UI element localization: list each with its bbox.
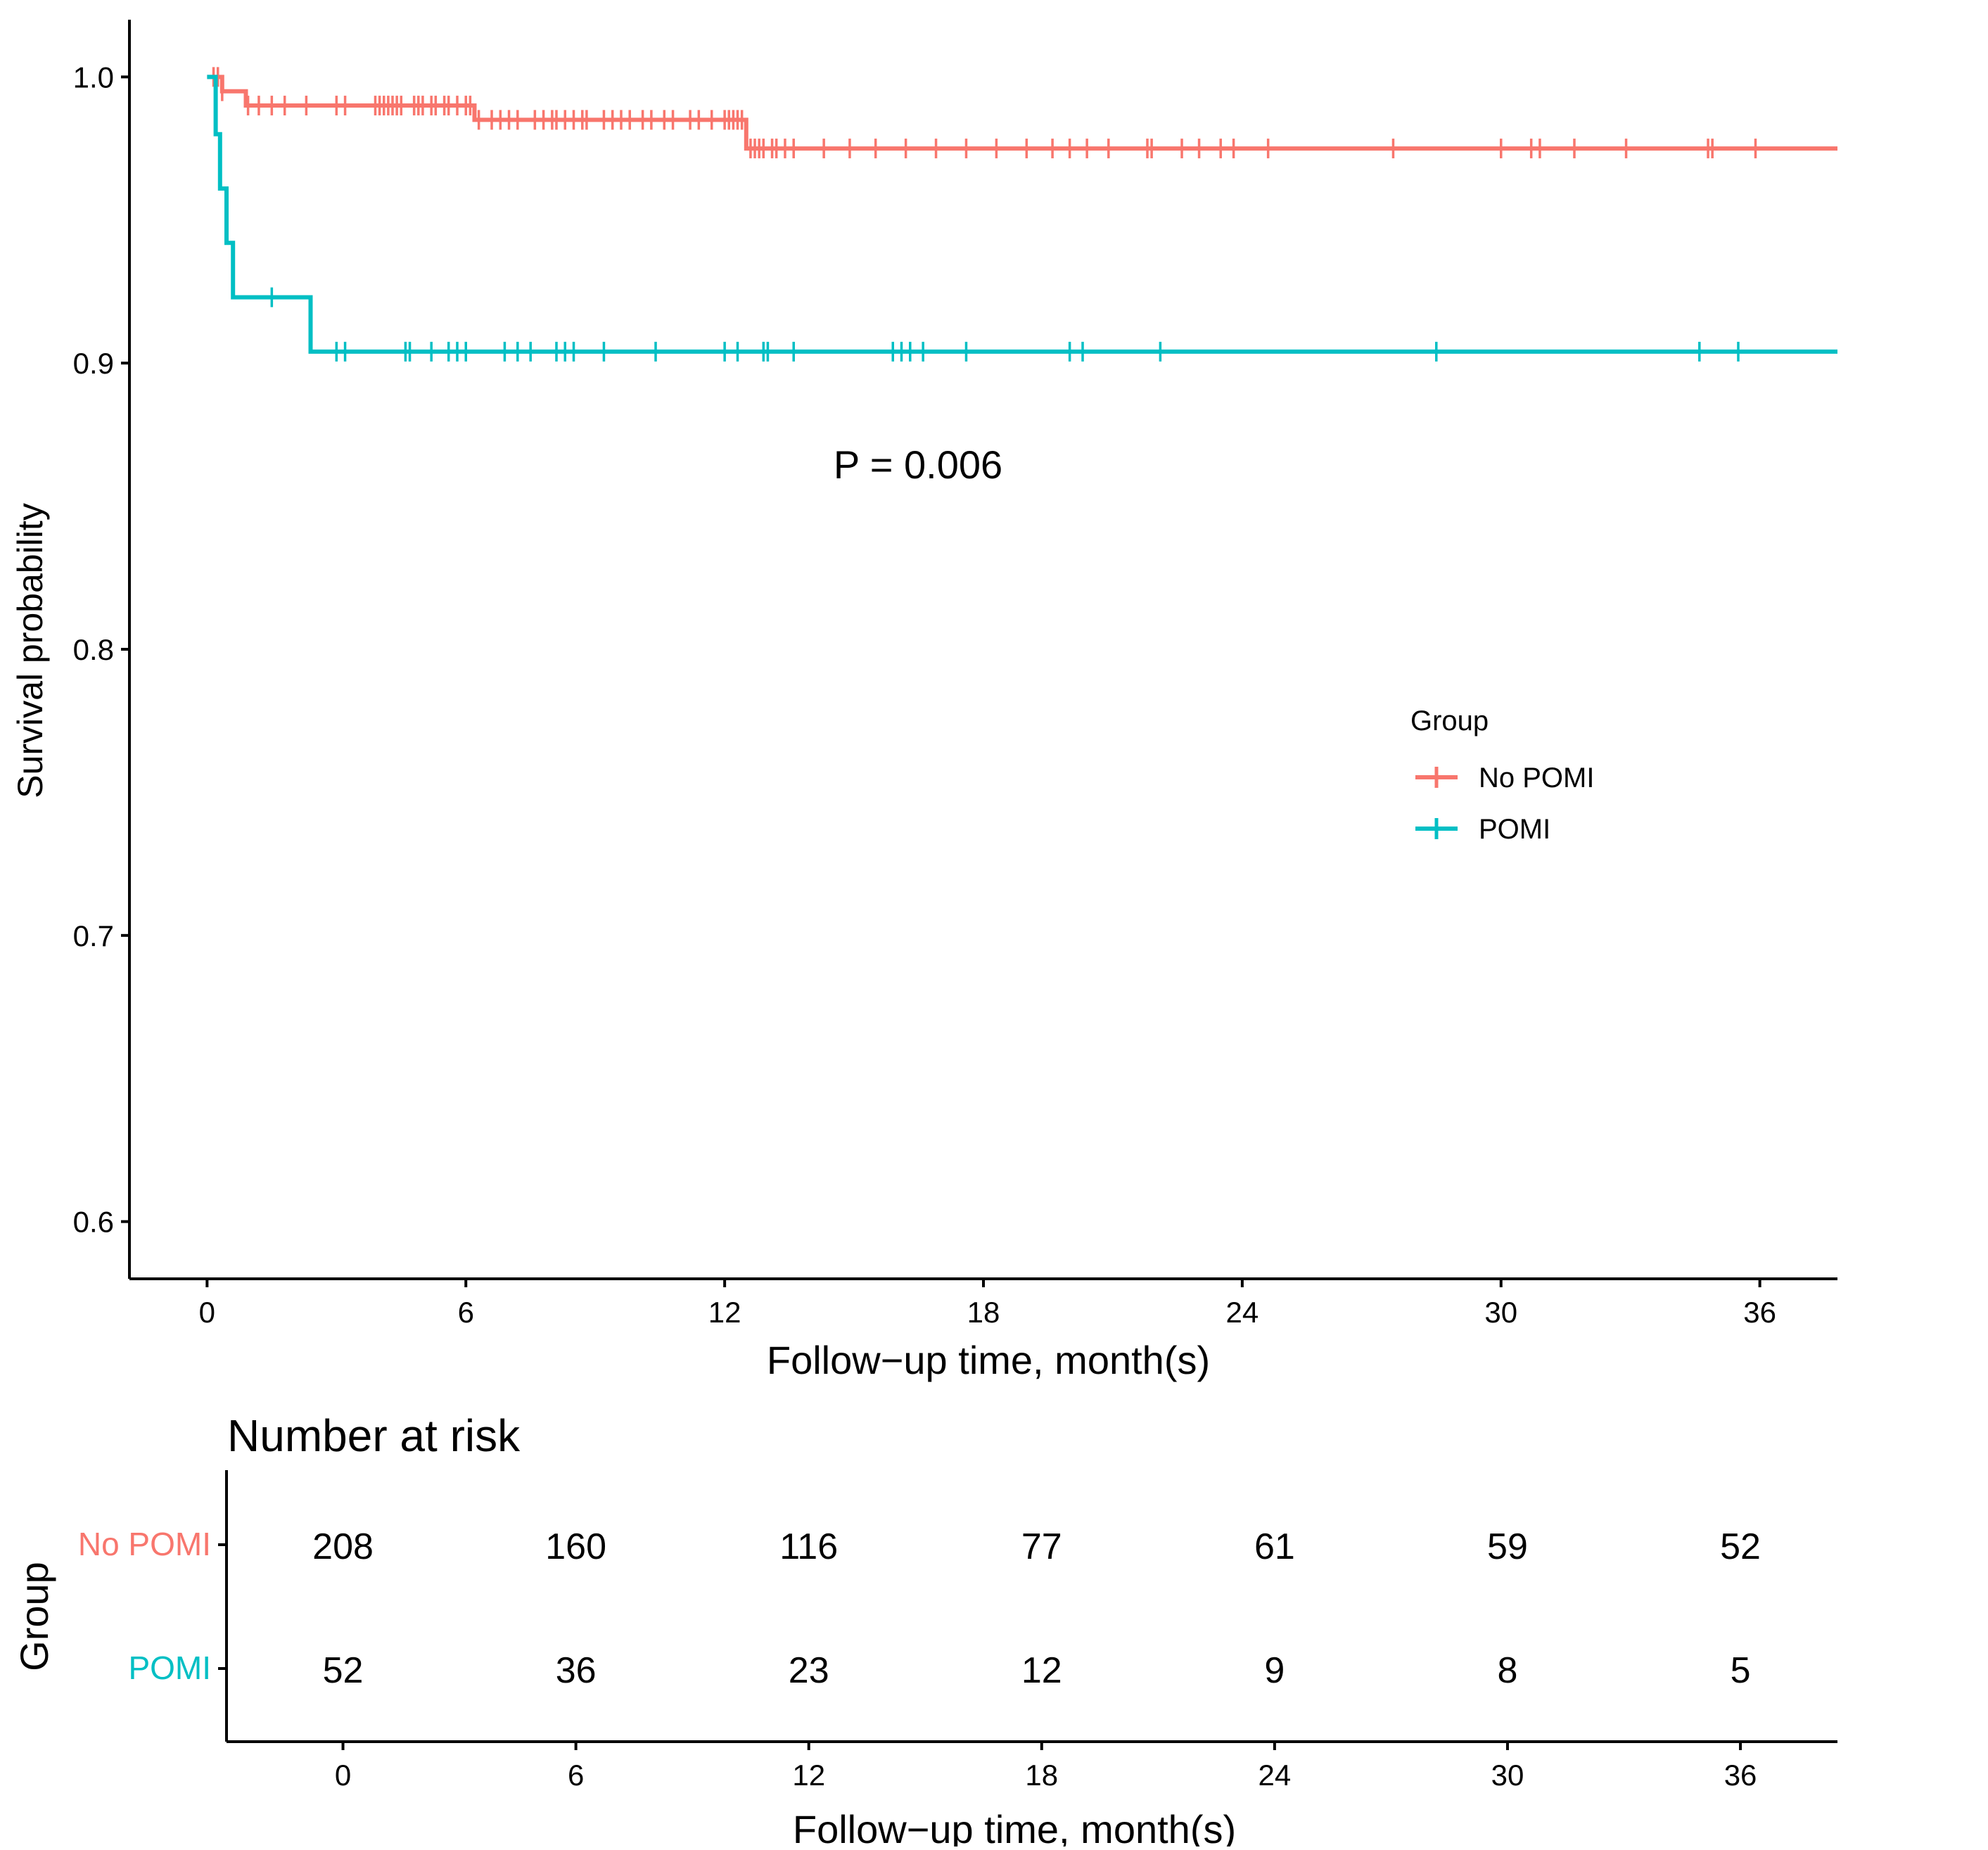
y-axis-label: Survival probability <box>11 503 50 798</box>
risk-cell-pomi: 52 <box>323 1650 364 1691</box>
risk-cell-no-pomi: 77 <box>1021 1526 1062 1567</box>
survival-curves <box>207 67 1837 362</box>
x-tick-label: 0 <box>199 1296 215 1329</box>
risk-x-tick-label: 6 <box>568 1759 584 1792</box>
legend: Group No POMI POMI <box>1410 706 1594 845</box>
y-tick-label: 0.8 <box>73 633 114 666</box>
legend-label-pomi: POMI <box>1479 814 1550 845</box>
risk-cell-no-pomi: 61 <box>1254 1526 1295 1567</box>
x-tick-label: 6 <box>458 1296 474 1329</box>
x-tick-label: 12 <box>708 1296 741 1329</box>
risk-x-tick-label: 36 <box>1724 1759 1757 1792</box>
risk-x-tick-label: 24 <box>1259 1759 1292 1792</box>
risk-row-label-pomi: POMI <box>128 1650 211 1686</box>
y-tick-label: 0.7 <box>73 919 114 952</box>
legend-item-no-pomi: No POMI <box>1415 763 1594 793</box>
x-axis-ticks: 0 6 12 18 24 30 36 <box>199 1279 1776 1329</box>
risk-table-title: Number at risk <box>227 1410 521 1461</box>
legend-title: Group <box>1410 706 1489 736</box>
x-tick-label: 18 <box>967 1296 1000 1329</box>
p-value-annotation: P = 0.006 <box>834 442 1002 487</box>
x-axis-label: Follow−up time, month(s) <box>767 1338 1210 1382</box>
curve-pomi <box>207 75 1837 354</box>
risk-table: Number at risk Group No POMI 208 160 116 77 6… <box>12 1410 1837 1850</box>
curve-no-pomi <box>207 75 1837 151</box>
risk-cell-pomi: 5 <box>1731 1650 1751 1691</box>
x-tick-label: 36 <box>1743 1296 1776 1329</box>
risk-cell-no-pomi: 52 <box>1720 1526 1761 1567</box>
y-tick-label: 1.0 <box>73 60 114 94</box>
risk-cell-pomi: 8 <box>1498 1650 1518 1691</box>
risk-table-rows: No POMI 208 160 116 77 61 59 52 POMI 52 36 23 12 9 8 5 <box>78 1526 1761 1691</box>
legend-label-no-pomi: No POMI <box>1479 763 1594 793</box>
legend-item-pomi: POMI <box>1415 814 1550 845</box>
risk-cell-no-pomi: 59 <box>1487 1526 1528 1567</box>
x-tick-label: 30 <box>1484 1296 1517 1329</box>
risk-row-label-no-pomi: No POMI <box>78 1526 211 1562</box>
y-tick-label: 0.6 <box>73 1206 114 1239</box>
y-tick-label: 0.9 <box>73 347 114 380</box>
risk-cell-pomi: 36 <box>556 1650 597 1691</box>
risk-table-x-label: Follow−up time, month(s) <box>793 1807 1236 1846</box>
risk-x-tick-label: 12 <box>792 1759 825 1792</box>
risk-cell-pomi: 12 <box>1021 1650 1062 1691</box>
risk-x-tick-label: 30 <box>1491 1759 1524 1792</box>
risk-cell-no-pomi: 116 <box>779 1526 838 1567</box>
risk-cell-pomi: 23 <box>789 1650 829 1691</box>
risk-table-x-ticks: 0 6 12 18 24 30 36 <box>335 1742 1757 1792</box>
risk-cell-pomi: 9 <box>1264 1650 1285 1691</box>
survival-plot: 0.6 0.7 0.8 0.9 1.0 0 6 12 18 24 30 36 Survival pr… <box>11 20 1837 1382</box>
y-axis-ticks: 0.6 0.7 0.8 0.9 1.0 <box>73 60 129 1239</box>
risk-x-tick-label: 18 <box>1025 1759 1058 1792</box>
risk-cell-no-pomi: 160 <box>545 1526 606 1567</box>
risk-cell-no-pomi: 208 <box>312 1526 374 1567</box>
x-tick-label: 24 <box>1226 1296 1259 1329</box>
risk-table-y-label: Group <box>12 1562 56 1671</box>
risk-x-tick-label: 0 <box>335 1759 351 1792</box>
